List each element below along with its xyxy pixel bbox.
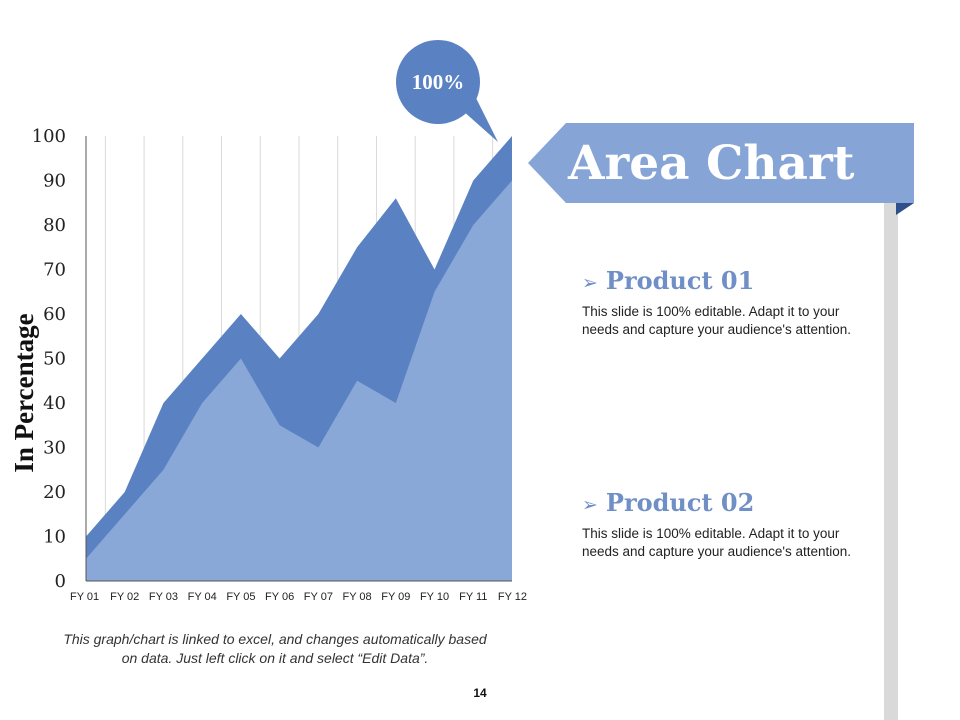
chart-axes <box>85 136 512 582</box>
y-tick-label: 10 <box>43 527 66 548</box>
chart-note: This graph/chart is linked to excel, and… <box>63 631 487 666</box>
x-tick-label: FY 08 <box>343 591 372 603</box>
product-02-title: ➢ Product 02 <box>582 488 862 517</box>
callout-label: 100% <box>412 70 465 94</box>
arrow-icon: ➢ <box>582 494 598 516</box>
callout-pointer <box>462 98 498 142</box>
y-tick-label: 60 <box>43 304 66 325</box>
product-02-title-text: Product 02 <box>605 488 755 517</box>
y-tick-label: 30 <box>43 438 66 459</box>
product-01-title-text: Product 01 <box>605 266 755 295</box>
title-banner <box>528 123 914 203</box>
x-tick-labels: FY 01 FY 02 FY 03 FY 04 FY 05 FY 06 FY 07 FY 08… <box>70 591 527 603</box>
y-tick-label: 80 <box>43 215 66 236</box>
banner-fold <box>896 203 914 215</box>
y-tick-label: 70 <box>43 260 66 281</box>
y-tick-labels: 0 10 20 30 40 50 60 70 80 90 100 <box>32 126 66 592</box>
page-number: 14 <box>473 686 487 700</box>
banner-pole <box>884 203 898 720</box>
x-tick-label: FY 12 <box>498 591 527 603</box>
x-tick-label: FY 06 <box>265 591 294 603</box>
product-01-title: ➢ Product 01 <box>582 266 862 295</box>
callout-bubble: 100% <box>396 40 498 142</box>
x-tick-label: FY 07 <box>304 591 333 603</box>
y-tick-label: 40 <box>43 393 66 414</box>
chart-areas <box>86 136 512 581</box>
area-series-2 <box>86 180 512 581</box>
y-tick-label: 100 <box>32 126 66 147</box>
x-tick-label: FY 11 <box>459 591 487 603</box>
y-axis-label: In Percentage <box>9 313 39 472</box>
arrow-icon: ➢ <box>582 272 598 294</box>
x-tick-label: FY 10 <box>420 591 449 603</box>
x-tick-label: FY 02 <box>110 591 139 603</box>
x-tick-label: FY 01 <box>70 591 99 603</box>
product-01-block: ➢ Product 01 This slide is 100% editable.… <box>582 266 862 339</box>
x-tick-label: FY 09 <box>381 591 410 603</box>
page-title: Area Chart <box>568 136 855 191</box>
product-02-description: This slide is 100% editable. Adapt it to… <box>582 526 852 559</box>
product-02-block: ➢ Product 02 This slide is 100% editable.… <box>582 488 862 561</box>
y-tick-label: 90 <box>43 171 66 192</box>
callout-circle <box>396 40 480 124</box>
x-tick-label: FY 03 <box>149 591 178 603</box>
x-tick-label: FY 04 <box>188 591 217 603</box>
y-tick-label: 0 <box>55 571 66 592</box>
y-tick-label: 50 <box>43 349 66 370</box>
x-tick-label: FY 05 <box>226 591 255 603</box>
y-tick-label: 20 <box>43 482 66 503</box>
product-01-description: This slide is 100% editable. Adapt it to… <box>582 304 852 337</box>
